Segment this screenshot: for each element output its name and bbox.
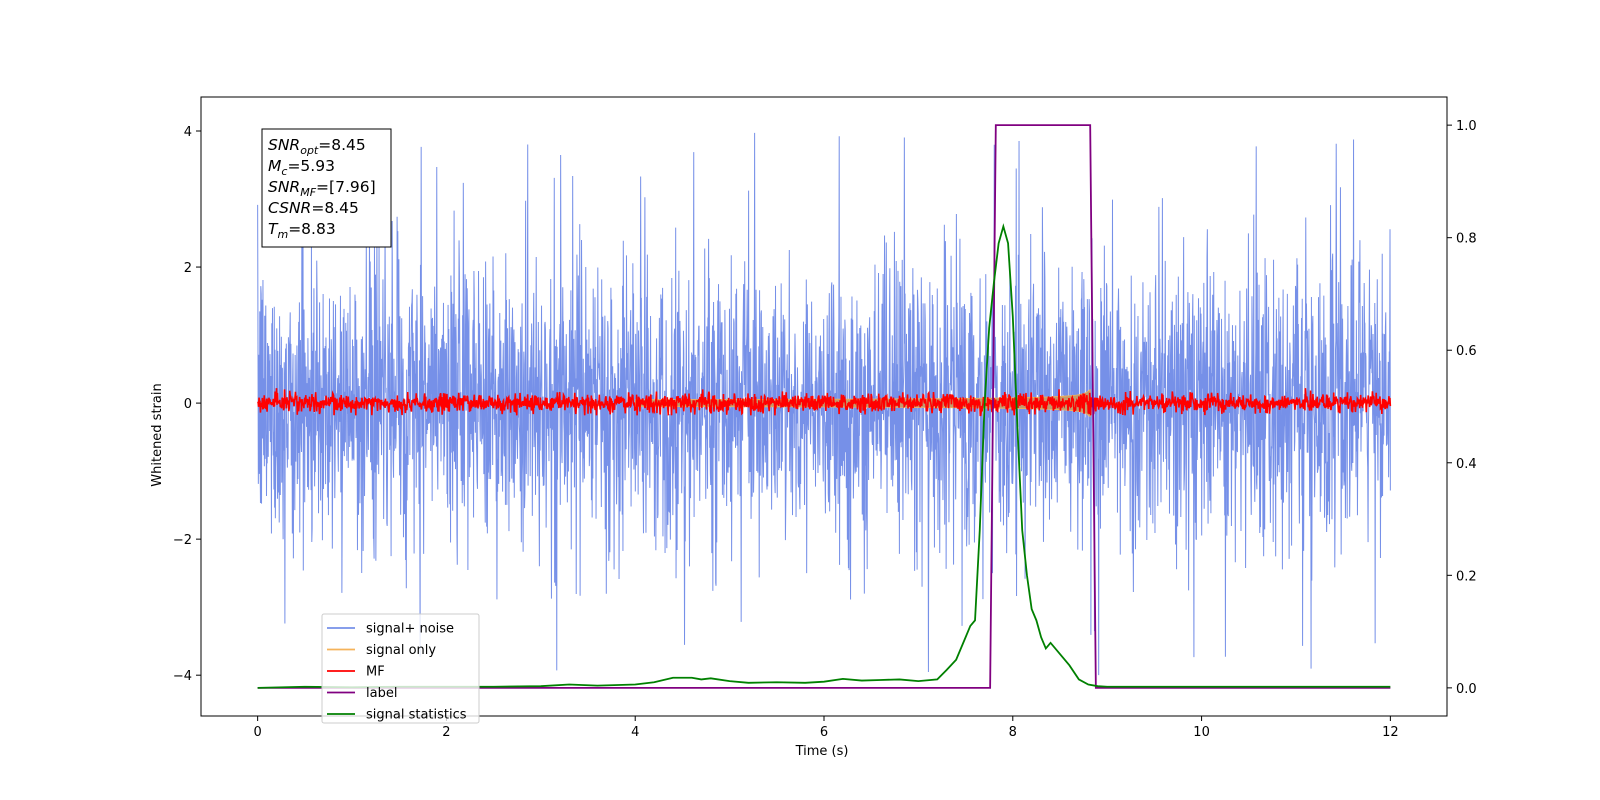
x-tick-label: 6 — [820, 725, 828, 740]
y-axis-label: Whitened strain — [150, 383, 165, 486]
legend-label: signal only — [366, 643, 436, 658]
stats-line-snr-opt: SNRopt=8.45 — [268, 136, 366, 157]
y2-tick-label: 0.8 — [1456, 232, 1477, 247]
label-series — [257, 124, 1391, 689]
x-axis-label: Time (s) — [795, 744, 849, 759]
legend-label: signal+ noise — [366, 622, 454, 637]
x-tick-label: 10 — [1193, 725, 1210, 740]
y-axis-right: 0.0 0.2 0.4 0.6 0.8 1.0 — [1447, 119, 1477, 697]
legend-label: signal statistics — [366, 708, 467, 723]
x-axis: 0 2 4 6 8 10 12 — [253, 716, 1399, 740]
signal-noise-series — [257, 132, 1391, 676]
mf-series — [257, 388, 1392, 417]
stats-line-csnr: CSNR=8.45 — [268, 199, 359, 217]
stats-line-tm: Tm=8.83 — [268, 220, 336, 241]
signal-statistics-line — [257, 223, 1391, 689]
y-axis-left: −4 −2 0 2 4 — [173, 125, 201, 684]
x-tick-label: 0 — [253, 725, 261, 740]
y2-tick-label: 0.2 — [1456, 569, 1477, 584]
y2-tick-label: 0.4 — [1456, 457, 1477, 472]
y2-tick-label: 1.0 — [1456, 119, 1477, 134]
legend-label: MF — [366, 665, 385, 680]
x-tick-label: 12 — [1382, 725, 1399, 740]
label-line — [257, 124, 1391, 689]
x-tick-label: 4 — [631, 725, 639, 740]
stats-line-snr-mf: SNRMF=[7.96] — [268, 178, 376, 199]
mf-line — [257, 388, 1392, 417]
y2-tick-label: 0.0 — [1456, 682, 1477, 697]
y-tick-label: 4 — [184, 125, 192, 140]
x-tick-label: 8 — [1009, 725, 1017, 740]
plot-area — [257, 124, 1392, 689]
y-tick-label: 2 — [184, 261, 192, 276]
y-tick-label: −4 — [173, 669, 192, 684]
y-tick-label: 0 — [184, 397, 192, 412]
stats-line-mc: Mc=5.93 — [268, 157, 335, 178]
legend-label: label — [366, 686, 397, 701]
legend: signal+ noise signal only MF label signal st… — [321, 613, 480, 724]
y2-tick-label: 0.6 — [1456, 344, 1477, 359]
signal-noise-line — [257, 132, 1391, 676]
y-tick-label: −2 — [173, 533, 192, 548]
signal-statistics-series — [257, 223, 1391, 689]
x-tick-label: 2 — [442, 725, 450, 740]
